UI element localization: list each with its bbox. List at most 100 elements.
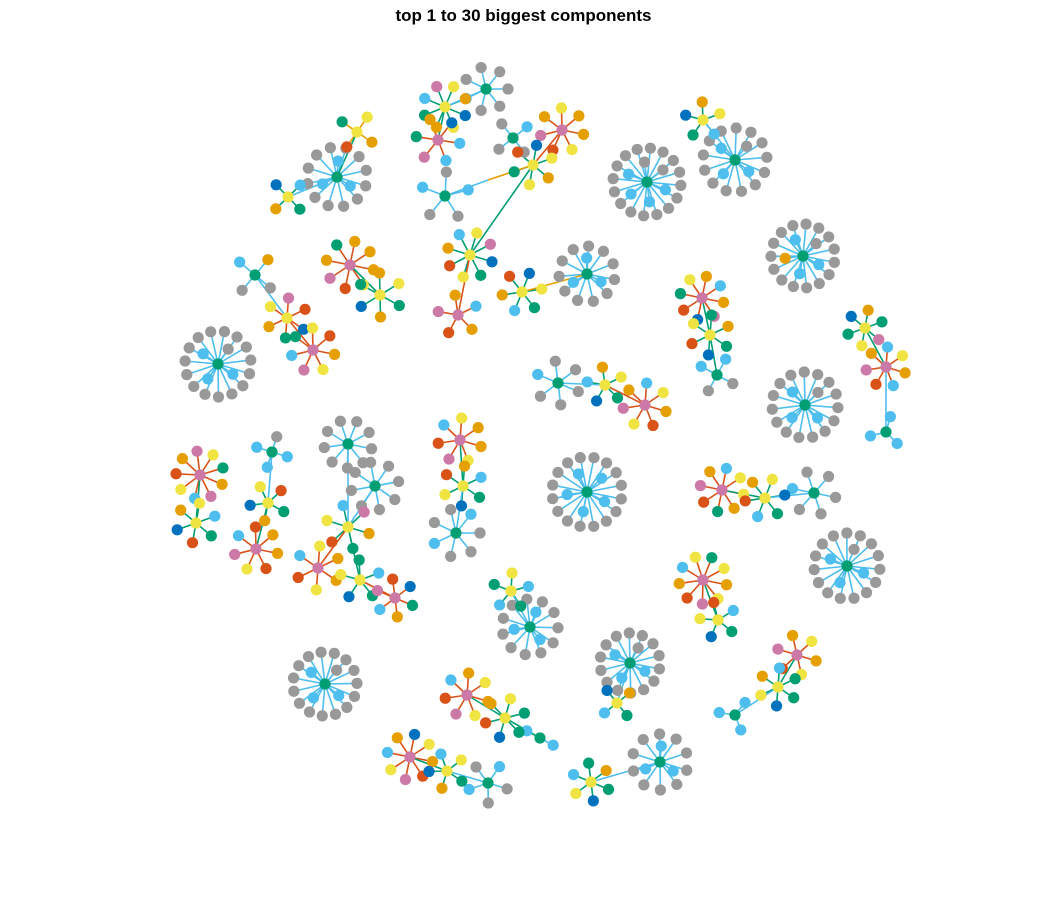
graph-node-424	[264, 301, 277, 313]
graph-node-218	[571, 294, 584, 306]
graph-edge-98	[586, 491, 622, 500]
graph-node-411	[270, 203, 282, 215]
graph-node-61	[810, 238, 822, 250]
graph-node-54	[813, 222, 825, 234]
graph-node-610	[445, 674, 457, 686]
graph-node-300	[482, 797, 494, 809]
graph-node-173	[600, 639, 612, 651]
graph-node-175	[623, 627, 635, 639]
graph-node-79	[786, 411, 798, 424]
graph-node-60	[789, 234, 801, 246]
graph-node-21	[638, 156, 651, 168]
graph-node-385	[324, 272, 336, 284]
graph-node-282	[532, 368, 544, 381]
graph-node-3	[662, 202, 675, 214]
graph-node-269	[392, 475, 405, 488]
graph-node-298	[439, 190, 451, 202]
graph-node-160	[333, 689, 345, 702]
graph-node-503	[455, 500, 468, 512]
graph-node-507	[475, 471, 487, 483]
graph-node-127	[860, 587, 873, 599]
graph-node-378	[432, 305, 444, 318]
graph-node-301	[463, 783, 475, 796]
graph-node-500	[472, 422, 484, 434]
graph-node-327	[236, 284, 248, 296]
graph-node-112	[552, 466, 564, 479]
graph-node-315	[713, 706, 725, 719]
graph-node-71	[774, 377, 786, 390]
graph-node-638	[570, 787, 582, 800]
graph-node-250	[494, 66, 506, 78]
graph-node-408	[361, 111, 373, 123]
graph-node-28	[707, 177, 719, 189]
graph-edge-616	[336, 131, 358, 178]
graph-node-26	[735, 185, 748, 197]
graph-node-4	[651, 208, 663, 221]
graph-node-413	[294, 179, 306, 191]
graph-node-338	[430, 121, 443, 133]
graph-node-76	[830, 388, 842, 400]
graph-node-297	[462, 184, 474, 196]
graph-node-181	[609, 649, 621, 661]
graph-node-509	[611, 392, 624, 404]
graph-node-512	[596, 361, 609, 373]
graph-node-101	[222, 343, 234, 355]
graph-node-156	[328, 647, 340, 659]
graph-node-292	[808, 487, 820, 499]
graph-edge-3	[646, 181, 670, 209]
graph-node-110	[547, 493, 559, 505]
graph-node-87	[199, 388, 211, 400]
graph-node-571	[739, 495, 751, 507]
graph-node-69	[766, 403, 778, 415]
graph-node-563	[698, 496, 710, 508]
graph-node-100	[197, 348, 209, 360]
graph-node-491	[387, 573, 399, 585]
graph-edge-107	[557, 471, 588, 493]
graph-node-137	[854, 530, 866, 542]
graph-edge-579	[532, 129, 563, 166]
graph-node-565	[704, 466, 716, 478]
graph-edge-597	[777, 654, 798, 688]
graph-node-231	[671, 778, 683, 791]
graph-node-59	[779, 252, 791, 264]
graph-node-370	[444, 260, 456, 272]
graph-node-206	[311, 149, 323, 161]
graph-node-450	[193, 497, 206, 509]
graph-node-230	[681, 764, 693, 776]
graph-node-367	[486, 256, 498, 268]
graph-node-16	[673, 166, 686, 178]
graph-node-48	[768, 263, 780, 275]
graph-node-296	[440, 166, 452, 178]
graph-edge-103	[566, 491, 588, 522]
graph-node-144	[841, 560, 853, 572]
graph-node-341	[431, 81, 443, 93]
graph-node-183	[624, 657, 636, 669]
graph-node-511	[581, 376, 593, 388]
graph-node-312	[884, 411, 896, 423]
graph-node-480	[312, 562, 324, 574]
graph-node-372	[453, 229, 465, 241]
graph-node-468	[347, 542, 359, 555]
graph-node-180	[616, 672, 628, 684]
graph-node-102	[212, 358, 224, 370]
graph-node-308	[720, 353, 732, 365]
graph-node-616	[480, 717, 492, 729]
graph-node-346	[418, 151, 430, 163]
graph-node-34	[745, 126, 757, 138]
graph-node-7	[615, 197, 627, 210]
graph-node-132	[808, 564, 820, 576]
graph-node-406	[341, 141, 353, 153]
graph-node-493	[389, 592, 401, 604]
graph-node-176	[636, 630, 648, 642]
graph-edge-592	[864, 327, 887, 368]
graph-node-390	[344, 259, 356, 271]
graph-node-24	[758, 166, 771, 179]
graph-node-216	[601, 287, 613, 300]
graph-edge-610	[267, 451, 273, 504]
graph-node-591	[712, 614, 724, 626]
graph-node-81	[812, 386, 824, 399]
graph-node-459	[267, 529, 279, 541]
graph-node-259	[351, 416, 363, 428]
graph-node-453	[271, 547, 284, 559]
graph-node-299	[501, 783, 513, 795]
